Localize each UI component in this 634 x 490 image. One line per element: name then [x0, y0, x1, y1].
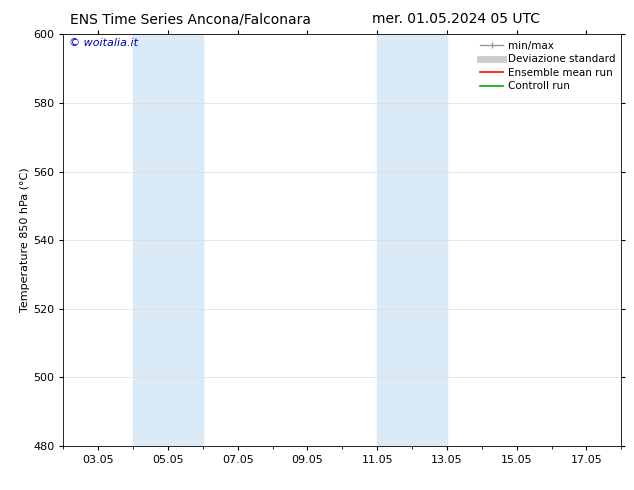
Bar [377, 34, 447, 446]
Text: ENS Time Series Ancona/Falconara: ENS Time Series Ancona/Falconara [70, 12, 311, 26]
Y-axis label: Temperature 850 hPa (°C): Temperature 850 hPa (°C) [20, 168, 30, 313]
Text: mer. 01.05.2024 05 UTC: mer. 01.05.2024 05 UTC [373, 12, 540, 26]
Text: © woitalia.it: © woitalia.it [69, 38, 138, 49]
Legend: min/max, Deviazione standard, Ensemble mean run, Controll run: min/max, Deviazione standard, Ensemble m… [476, 36, 619, 96]
Bar [133, 34, 203, 446]
